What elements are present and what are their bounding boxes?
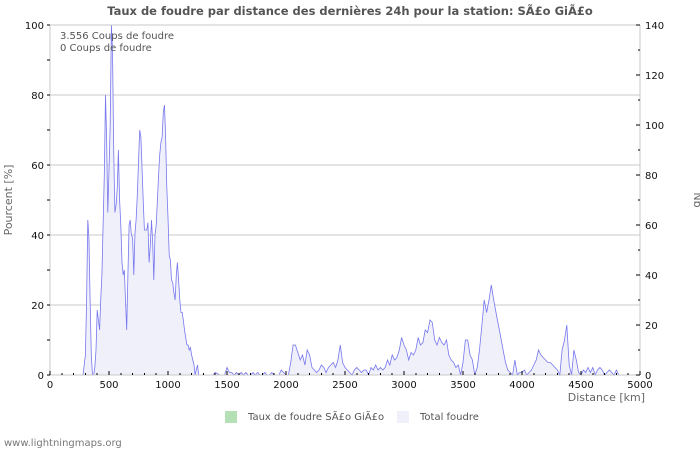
legend: Taux de foudre SÃ£o GiÃ£o Total foudre	[0, 411, 700, 427]
y-right-tick-label: 100	[645, 121, 664, 132]
x-tick-label: 2500	[332, 380, 357, 391]
legend-swatch-station	[225, 411, 237, 423]
x-tick-label: 1000	[155, 380, 180, 391]
chart-title: Taux de foudre par distance des dernière…	[107, 4, 593, 18]
y-right-tick-label: 60	[645, 221, 658, 232]
y-tick-label: 20	[31, 301, 44, 312]
y-tick-label: 0	[38, 371, 44, 382]
y-tick-label: 40	[31, 231, 44, 242]
annotation-station-strikes: 0 Coups de foudre	[60, 43, 152, 54]
x-tick-label: 4000	[509, 380, 534, 391]
tick-marks: 0 500 1000 1500 2000 2500 3000 3500 4000 4500 5000…	[25, 21, 664, 391]
y-right-tick-label: 140	[645, 21, 664, 32]
y-axis-title: Pourcent [%]	[2, 165, 15, 236]
x-tick-label: 4500	[568, 380, 593, 391]
y-tick-label: 60	[31, 161, 44, 172]
legend-item-station: Taux de foudre SÃ£o GiÃ£o	[225, 411, 384, 423]
y-tick-label: 80	[31, 91, 44, 102]
x-axis-title: Distance [km]	[568, 391, 645, 404]
legend-item-total: Total foudre	[397, 411, 479, 423]
annotation-total-strikes: 3.556 Coups de foudre	[60, 31, 174, 42]
y-axis-right-title: Nb	[691, 192, 700, 207]
x-tick-label: 2000	[273, 380, 298, 391]
x-tick-label: 1500	[214, 380, 239, 391]
y-tick-label: 100	[25, 21, 44, 32]
footer-link[interactable]: www.lightningmaps.org	[4, 438, 122, 449]
y-right-tick-label: 0	[645, 371, 651, 382]
x-tick-label: 3000	[391, 380, 416, 391]
y-right-tick-label: 120	[645, 71, 664, 82]
x-tick-label: 500	[99, 380, 118, 391]
x-tick-label: 5000	[627, 380, 652, 391]
data-area	[82, 24, 620, 377]
x-tick-label: 0	[47, 380, 53, 391]
legend-swatch-total	[397, 411, 409, 423]
y-right-tick-label: 40	[645, 271, 658, 282]
legend-label-total: Total foudre	[420, 411, 479, 423]
legend-label-station: Taux de foudre SÃ£o GiÃ£o	[248, 411, 385, 423]
y-right-tick-label: 20	[645, 321, 658, 332]
x-tick-label: 3500	[450, 380, 475, 391]
y-right-tick-label: 80	[645, 171, 658, 182]
